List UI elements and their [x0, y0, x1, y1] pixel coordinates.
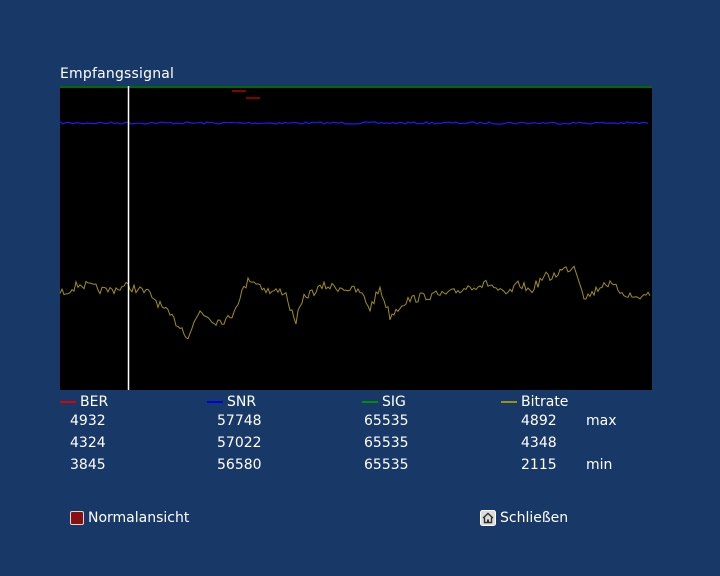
ber-min-value: 3845 — [70, 457, 106, 473]
snr-current-value: 57022 — [217, 435, 262, 451]
sig-legend-label: SIG — [382, 394, 406, 410]
bitrate-legend-line — [501, 401, 517, 403]
signal-window-title: Empfangssignal — [60, 66, 175, 82]
legend-bitrate: Bitrate — [501, 394, 568, 410]
ber-legend-line — [60, 401, 76, 403]
legend-snr: SNR — [207, 394, 256, 410]
bitrate-max-value: 4892 — [521, 413, 557, 429]
max-row-label: max — [586, 413, 617, 429]
normal-view-label: Normalansicht — [88, 510, 190, 526]
bitrate-min-value: 2115 — [521, 457, 557, 473]
bitrate-trace — [60, 265, 651, 340]
snr-legend-line — [207, 401, 223, 403]
sig-max-value: 65535 — [364, 413, 409, 429]
sig-min-value: 65535 — [364, 457, 409, 473]
snr-min-value: 56580 — [217, 457, 262, 473]
close-button[interactable]: Schließen — [480, 509, 568, 527]
ber-max-value: 4932 — [70, 413, 106, 429]
sig-legend-line — [362, 401, 378, 403]
close-label: Schließen — [500, 510, 569, 526]
bitrate-legend-label: Bitrate — [521, 394, 569, 410]
signal-graph-canvas — [60, 86, 652, 390]
snr-max-value: 57748 — [217, 413, 262, 429]
red-key-icon — [70, 511, 84, 525]
legend-ber: BER — [60, 394, 108, 410]
home-icon — [480, 510, 496, 526]
snr-trace — [60, 121, 649, 125]
normal-view-button[interactable]: Normalansicht — [70, 509, 189, 527]
ber-legend-label: BER — [80, 394, 109, 410]
min-row-label: min — [586, 457, 613, 473]
signal-graph — [60, 86, 652, 390]
sig-current-value: 65535 — [364, 435, 409, 451]
snr-legend-label: SNR — [227, 394, 257, 410]
ber-current-value: 4324 — [70, 435, 106, 451]
legend-sig: SIG — [362, 394, 406, 410]
bitrate-current-value: 4348 — [521, 435, 557, 451]
